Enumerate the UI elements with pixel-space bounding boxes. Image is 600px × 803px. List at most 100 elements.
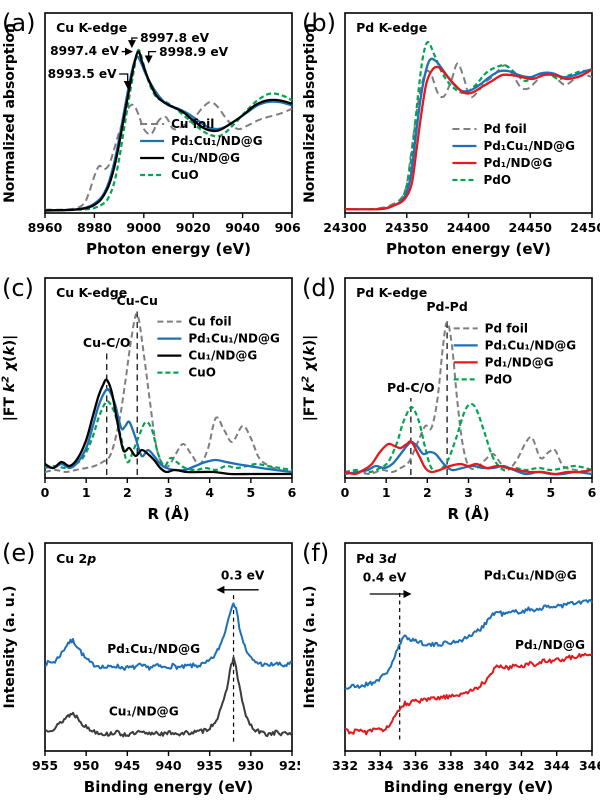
legend-item: Cu₁/ND@G (157, 349, 257, 363)
vline-label: Cu-Cu (117, 293, 158, 308)
series-cu-nd-g (44, 656, 293, 738)
x-tick-label: 24450 (509, 220, 553, 235)
legend-item: Pd₁Cu₁/ND@G (453, 338, 576, 352)
legend-label: Cu foil (188, 315, 231, 329)
x-tick-label: 4 (205, 485, 214, 500)
x-axis-label: Binding energy (eV) (384, 778, 553, 796)
x-axis-label: R (Å) (447, 504, 489, 523)
legend-item: PdO (452, 173, 511, 187)
x-tick-label: 9060 (275, 220, 300, 235)
chart-panel-c: 0 1 2 3 4 5 6R (Å)|FT k2 χ(k)|(c) Cu K-edgeCu-C… (1, 274, 297, 523)
series-pd-foil (344, 62, 593, 211)
series-cuo (44, 400, 293, 472)
x-tick-label: 24300 (323, 220, 367, 235)
annotation-arrow (119, 73, 132, 89)
legend-label: Cu₁/ND@G (188, 349, 257, 363)
x-tick-label: 8960 (28, 220, 63, 235)
series-cu-foil (44, 101, 293, 211)
annotation-text: 8997.4 eV (50, 44, 120, 58)
legend-label: Pd₁Cu₁/ND@G (485, 338, 576, 352)
legend-label: Pd₁Cu₁/ND@G (188, 332, 279, 346)
series-cu-nd-g (44, 50, 293, 212)
chart-panel-d: 0 1 2 3 4 5 6 R (Å) |FT k2 χ(k)| (d) Pd K-edge Pd-C… (301, 274, 597, 523)
x-tick-label: 334 (367, 758, 393, 773)
x-tick-label: 9000 (126, 220, 161, 235)
x-axis-label: R (Å) (147, 504, 189, 523)
legend-item: CuO (140, 168, 199, 182)
legend-label: CuO (188, 366, 216, 380)
x-tick-label: 340 (473, 758, 499, 773)
x-tick-label: 6 (288, 485, 297, 500)
x-tick-label: 4 (505, 485, 514, 500)
annotation-text: Pd₁Cu₁/ND@G (484, 568, 577, 582)
annotation-text: 0.4 eV (363, 570, 407, 584)
legend-label: PdO (483, 173, 511, 187)
x-tick-label: 935 (197, 758, 223, 773)
series-cu-nd-g (44, 378, 292, 476)
x-tick-label: 9040 (225, 220, 260, 235)
annotation-text: 8998.9 eV (159, 45, 229, 59)
x-tick-label: 24350 (385, 220, 429, 235)
legend-label: Cu₁/ND@G (171, 151, 240, 165)
x-tick-label: 9020 (176, 220, 211, 235)
legend-item: Cu foil (140, 117, 214, 131)
x-tick-label: 346 (579, 758, 600, 773)
x-tick-label: 5 (246, 485, 255, 500)
panel-letter: (a) (2, 9, 35, 37)
panel-letter: (f) (302, 539, 329, 567)
x-tick-label: 2 (123, 485, 132, 500)
panel-letter: (c) (2, 274, 34, 302)
legend-item: Cu₁/ND@G (140, 151, 240, 165)
annotation-text: 0.3 eV (221, 568, 265, 582)
series-pd-nd-g (344, 65, 593, 211)
y-axis-label: |FT k2 χ(k)| (1, 335, 18, 422)
legend: Cu foil Pd₁Cu₁/ND@G Cu₁/ND@G CuO (140, 117, 263, 182)
chart-panel-f: 332 334 336 338 340 342 344 346 Binding energy (… (302, 539, 600, 796)
x-tick-label: 945 (114, 758, 140, 773)
legend-item: Cu foil (157, 315, 232, 329)
legend-label: Pd₁/ND@G (483, 156, 552, 170)
legend-item: Pd₁Cu₁/ND@G (140, 134, 263, 148)
chart-panel-a: 8960 8980 9000 9020 9040 9060 Photon energy (e… (2, 9, 300, 258)
legend: Cu foil Pd₁Cu₁/ND@G Cu₁/ND@G CuO (157, 315, 280, 380)
panel-title: Pd 3d (356, 551, 397, 566)
legend-label: Cu foil (171, 117, 214, 131)
legend-label: Pd foil (485, 321, 528, 335)
series-pd-nd-g (344, 652, 593, 736)
legend-item: Pd₁Cu₁/ND@G (452, 139, 575, 153)
series-pd-foil (344, 321, 593, 476)
annotation-text: Cu₁/ND@G (109, 705, 179, 719)
annotation-text: Pd₁/ND@G (515, 638, 585, 652)
x-tick-label: 940 (155, 758, 181, 773)
panel-title: Pd K-edge (356, 20, 427, 35)
plot-frame (344, 12, 593, 214)
panel-letter: (d) (302, 274, 336, 302)
x-tick-label: 336 (403, 758, 429, 773)
x-tick-label: 342 (508, 758, 534, 773)
x-tick-label: 5 (546, 485, 555, 500)
legend-item: Pd₁/ND@G (452, 156, 552, 170)
panel-title: Cu 2p (56, 551, 96, 566)
x-tick-label: 8980 (77, 220, 112, 235)
x-tick-label: 1 (82, 485, 91, 500)
series-pdo (344, 41, 593, 211)
plot-frame (344, 542, 593, 752)
annotation-arrow (144, 50, 157, 64)
series-pd-cu-nd-g (44, 387, 293, 474)
x-tick-label: 6 (588, 485, 597, 500)
legend: Pd foil Pd₁Cu₁/ND@G Pd₁/ND@G PdO (453, 321, 576, 386)
vline-label: Pd-Pd (426, 299, 467, 314)
x-tick-label: 332 (332, 758, 358, 773)
annotation-text: 8993.5 eV (48, 67, 118, 81)
x-tick-label: 338 (438, 758, 464, 773)
x-tick-label: 930 (238, 758, 264, 773)
series-pd-cu-nd-g (44, 602, 293, 671)
x-tick-label: 24500 (570, 220, 600, 235)
legend-label: Pd₁Cu₁/ND@G (483, 139, 574, 153)
chart-panel-b: 24300 24350 24400 24450 24500 Photon energy (… (302, 9, 600, 258)
legend-label: Pd₁Cu₁/ND@G (171, 134, 262, 148)
panel-title: Cu K-edge (56, 285, 127, 300)
panel-title: Cu K-edge (56, 20, 127, 35)
legend-item: Pd₁Cu₁/ND@G (157, 332, 280, 346)
